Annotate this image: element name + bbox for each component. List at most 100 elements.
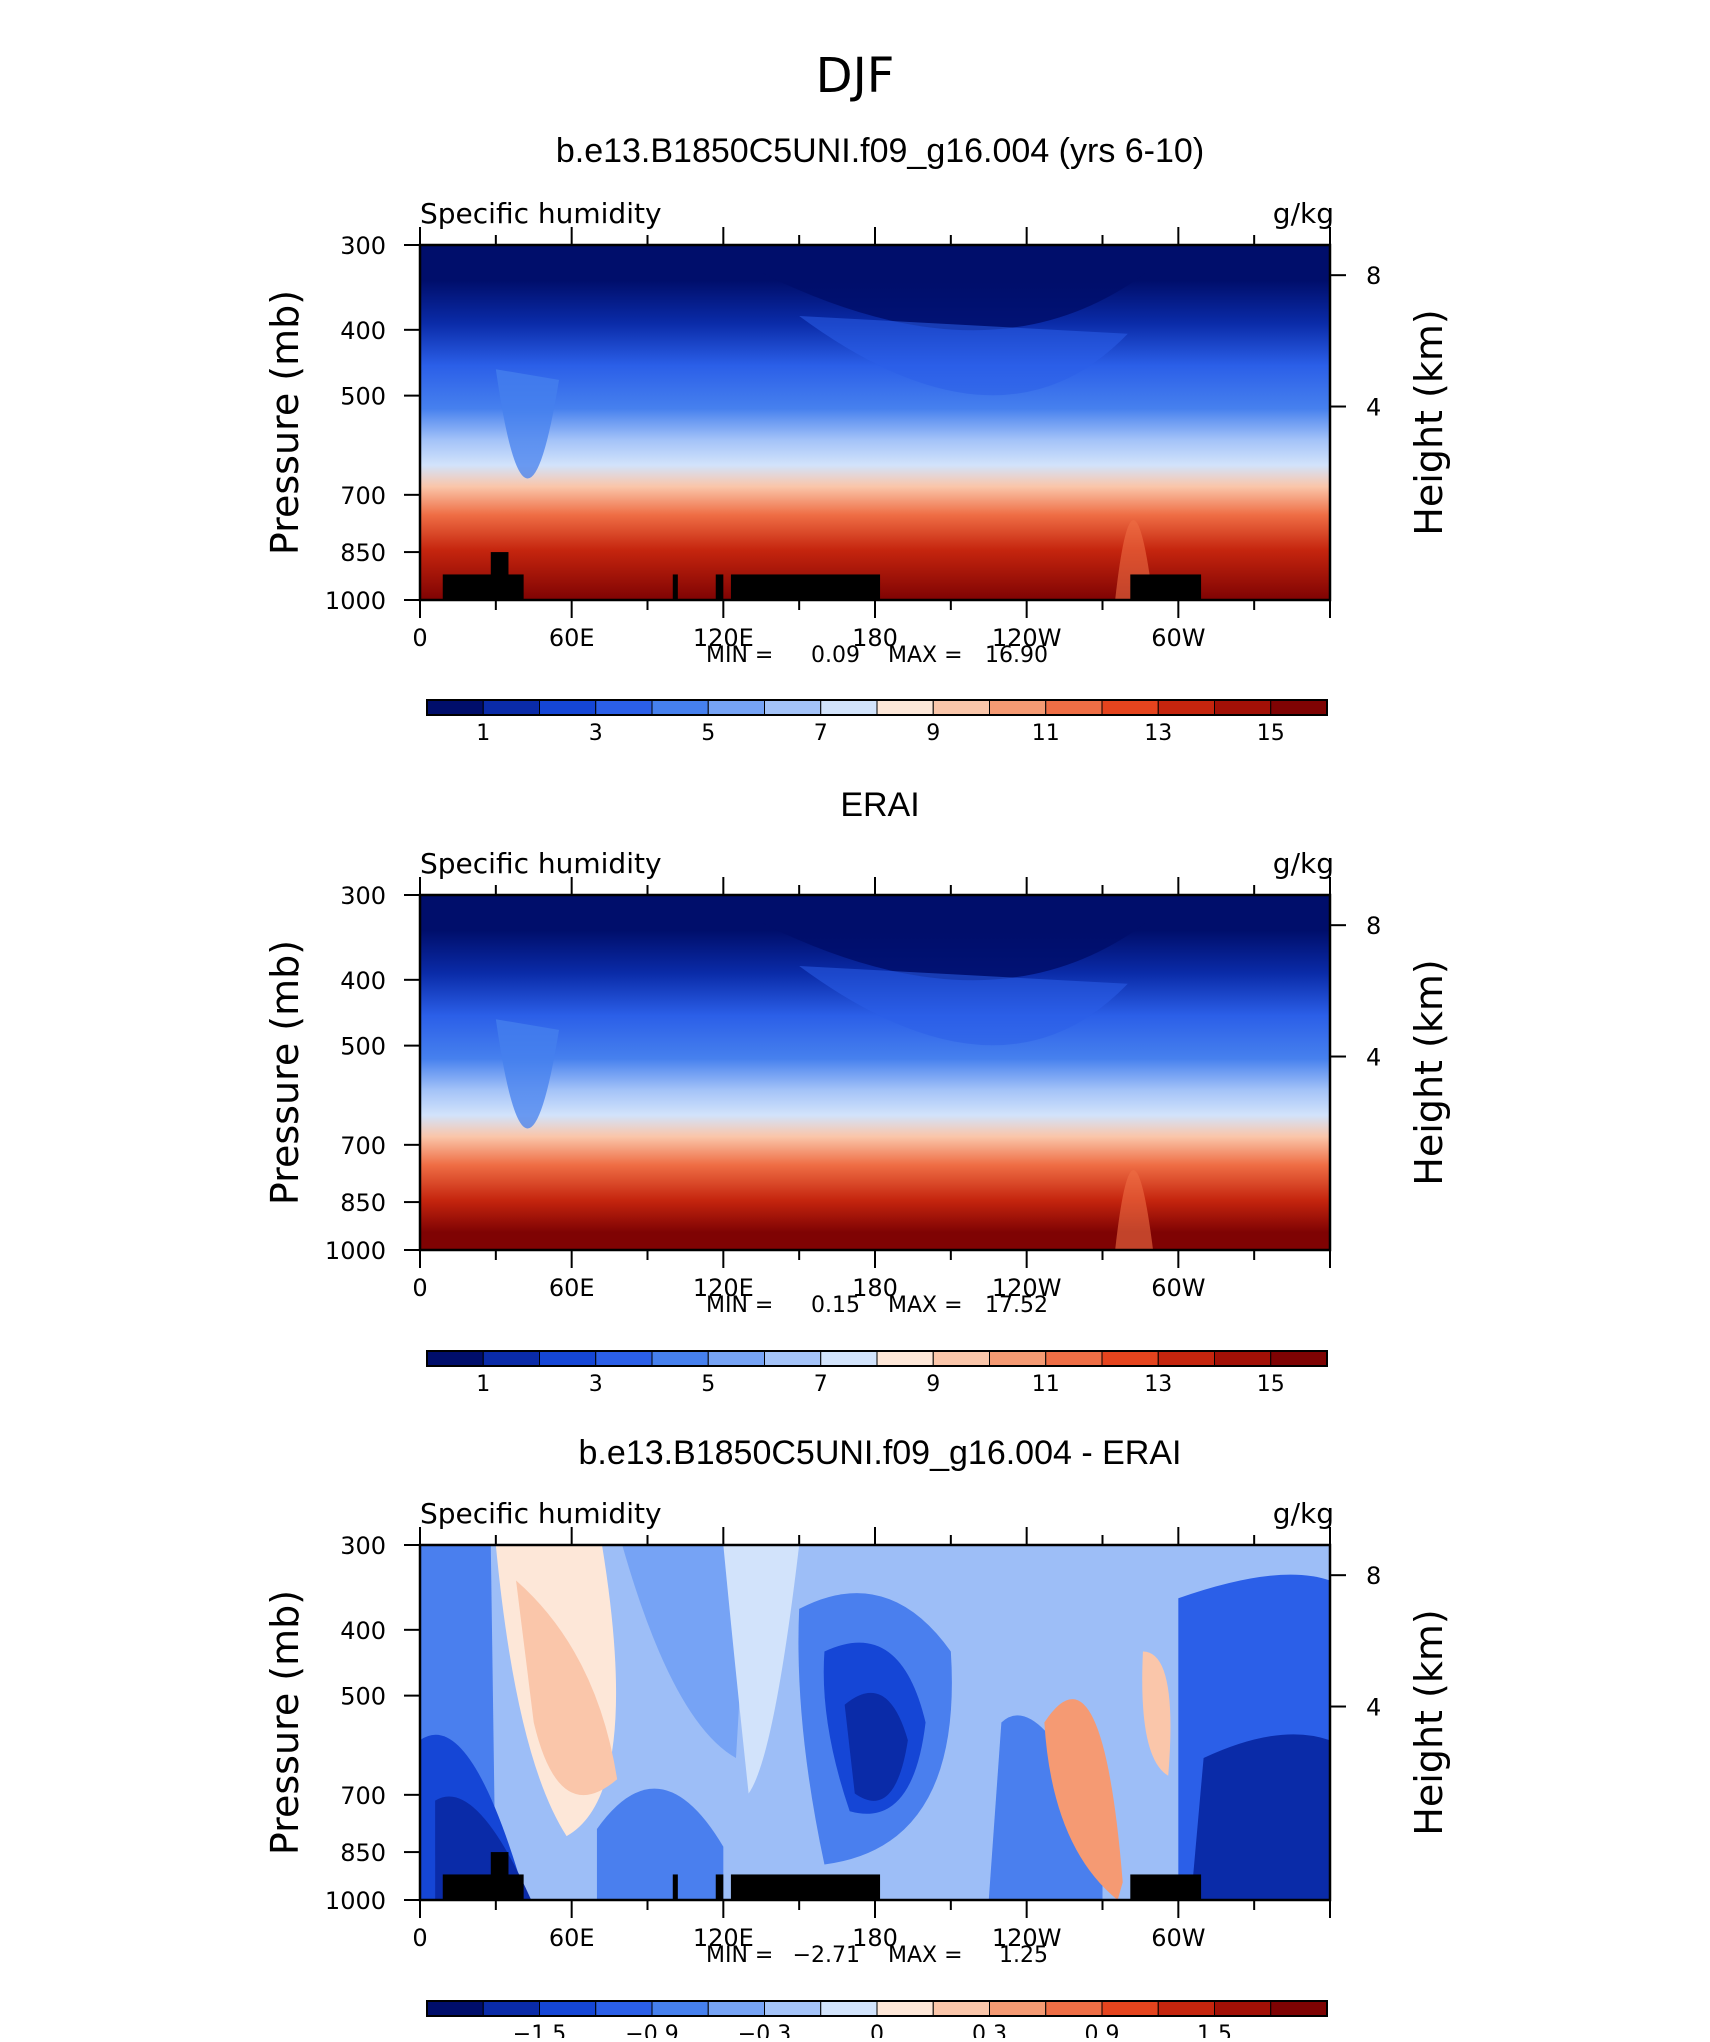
y2-axis-label: Height (km) [1407, 959, 1451, 1185]
y2-tick-label: 8 [1366, 1562, 1381, 1590]
difference-contour [1044, 1699, 1123, 1900]
y-tick-label: 850 [340, 539, 386, 567]
colorbar-label: 3 [589, 721, 603, 746]
colorbar-label: 0 [870, 2022, 884, 2038]
colorbar-box [932, 1350, 990, 1367]
dry-trough [495, 369, 560, 479]
y-tick-label: 1000 [325, 1887, 386, 1915]
difference-contour [622, 1545, 749, 1758]
upper-band [420, 245, 1330, 274]
land-mask [442, 1874, 524, 1900]
x-tick-label: 180 [852, 624, 898, 652]
colorbar-box [989, 699, 1047, 716]
colorbar-label: 13 [1144, 1372, 1172, 1397]
x-tick-label: 180 [852, 1924, 898, 1952]
colorbar-box [482, 699, 540, 716]
colorbar-label: 7 [814, 1372, 828, 1397]
colorbar-frame [426, 1350, 1328, 1367]
y-tick-label: 1000 [325, 587, 386, 615]
max-label: MAX = [888, 1943, 963, 1968]
y-tick-label: 700 [340, 1132, 386, 1160]
y-tick-label: 400 [340, 317, 386, 345]
colorbar-box [989, 2000, 1047, 2017]
colorbar-box [876, 699, 934, 716]
moist-plume [1115, 1170, 1154, 1250]
colorbar-box [1270, 1350, 1328, 1367]
colorbar: −1.5 −0.9 −0.3 0 0.3 0.9 1.5 [426, 2000, 1328, 2042]
y-tick-label: 700 [340, 482, 386, 510]
colorbar-box [426, 1350, 484, 1367]
colorbar-box [1101, 1350, 1159, 1367]
colorbar-label: 3 [589, 1372, 603, 1397]
right-string: g/kg [1273, 1497, 1334, 1530]
colorbar-label: 15 [1257, 1372, 1285, 1397]
y-axis-label: Pressure (mb) [263, 290, 307, 555]
panel-title: b.e13.B1850C5UNI.f09_g16.004 (yrs 6-10) [556, 132, 1204, 170]
land-mask [672, 574, 678, 600]
dry-region [799, 316, 1128, 396]
max-label: MAX = [888, 643, 963, 668]
colorbar-label: 1 [476, 1372, 490, 1397]
colorbar-box [707, 699, 765, 716]
dry-region [799, 966, 1128, 1046]
y-tick-label: 700 [340, 1782, 386, 1810]
colorbar-box [764, 2000, 822, 2017]
y2-axis-label: Height (km) [1407, 1609, 1451, 1835]
main-title: DJF [816, 48, 895, 104]
y-tick-label: 850 [340, 1189, 386, 1217]
colorbar-label: 1 [476, 721, 490, 746]
difference-contour [516, 1580, 618, 1796]
colorbar-label: −1.5 [513, 2022, 566, 2038]
land-mask [490, 552, 509, 600]
colorbar-box [932, 699, 990, 716]
x-tick-label: 60W [1151, 1924, 1205, 1952]
y-tick-label: 300 [340, 232, 386, 260]
dry-trough [495, 1019, 560, 1129]
right-string: g/kg [1273, 847, 1334, 880]
difference-contour [1190, 1734, 1330, 1900]
colorbar-box [539, 2000, 597, 2017]
colorbar-box [1101, 699, 1159, 716]
panel-title: b.e13.B1850C5UNI.f09_g16.004 - ERAI [579, 1434, 1182, 1472]
max-value: 1.25 [999, 1943, 1048, 1968]
colorbar-box [482, 2000, 540, 2017]
land-mask [442, 574, 524, 600]
colorbar-box [707, 1350, 765, 1367]
x-tick-label: 120E [693, 1924, 754, 1952]
colorbar-box [651, 1350, 709, 1367]
y-tick-label: 300 [340, 882, 386, 910]
x-tick-label: 60W [1151, 1274, 1205, 1302]
y-axis-label: Pressure (mb) [263, 1590, 307, 1855]
colorbar-frame [426, 2000, 1328, 2017]
x-tick-label: 120E [693, 624, 754, 652]
land-mask [672, 1874, 678, 1900]
left-string: Specific humidity [420, 1497, 662, 1530]
colorbar-label: −0.9 [625, 2022, 678, 2038]
colorbar-box [764, 1350, 822, 1367]
y-tick-label: 850 [340, 1839, 386, 1867]
y2-tick-label: 8 [1366, 262, 1381, 290]
colorbar-box [1157, 699, 1215, 716]
x-tick-label: 0 [412, 1274, 427, 1302]
y-tick-label: 500 [340, 1033, 386, 1061]
colorbar-box [426, 699, 484, 716]
colorbar-box [932, 2000, 990, 2017]
colorbar: 1 3 5 7 9 11 13 15 [426, 1350, 1328, 1397]
y2-tick-label: 8 [1366, 912, 1381, 940]
colorbar-box [426, 2000, 484, 2017]
min-label: MIN = [706, 1943, 773, 1968]
min-label: MIN = [706, 643, 773, 668]
colorbar-label: 13 [1144, 721, 1172, 746]
min-value: 0.15 [811, 1293, 860, 1318]
min-value: 0.09 [811, 643, 860, 668]
colorbar-box [1157, 1350, 1215, 1367]
land-mask [715, 574, 724, 600]
x-tick-label: 60E [549, 1924, 595, 1952]
colorbar-label: 0.9 [1085, 2022, 1120, 2038]
colorbar-box [1270, 699, 1328, 716]
colorbar-box [482, 1350, 540, 1367]
colorbar-box [1214, 1350, 1272, 1367]
difference-contour [988, 1715, 1103, 1900]
colorbar-box [651, 2000, 709, 2017]
